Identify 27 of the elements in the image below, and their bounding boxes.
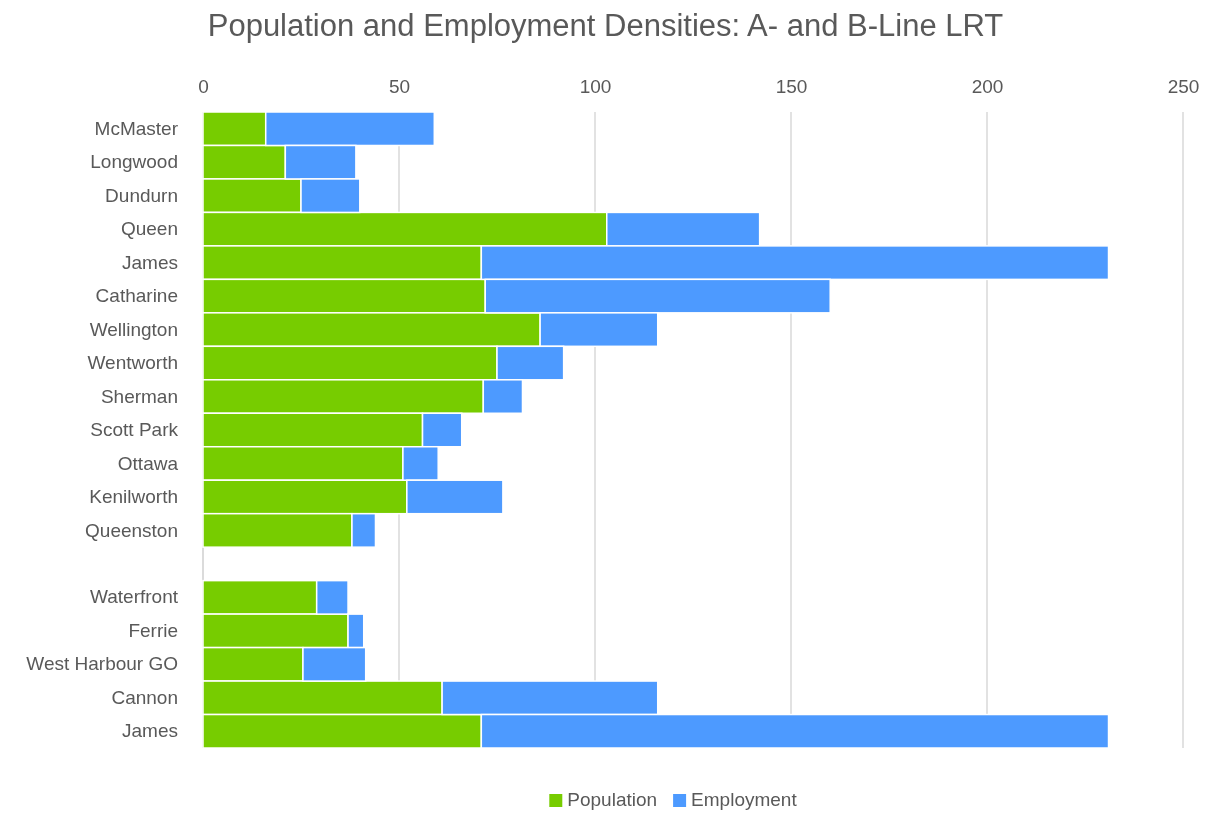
y-tick-label: Catharine	[95, 285, 178, 307]
y-tick-label: Queenston	[85, 519, 178, 541]
y-tick-label: James	[122, 720, 178, 742]
y-tick-label: McMaster	[94, 117, 179, 139]
y-tick-label: Ottawa	[117, 452, 179, 474]
y-tick-label: Dundurn	[105, 184, 178, 206]
y-tick-label: James	[122, 251, 178, 273]
y-tick-label: Kenilworth	[89, 486, 178, 508]
y-tick-label: West Harbour GO	[26, 653, 178, 675]
y-tick-label: Longwood	[90, 151, 178, 173]
x-tick-label: 0	[198, 76, 209, 97]
legend-label: Employment	[691, 789, 798, 810]
y-tick-label: Scott Park	[90, 419, 179, 441]
chart-title: Population and Employment Densities: A- and B-Line LRT	[207, 8, 1004, 43]
y-tick-label: Cannon	[111, 686, 178, 708]
x-tick-label: 250	[1167, 76, 1200, 97]
legend-label: Population	[567, 789, 658, 810]
x-tick-label: 100	[579, 76, 612, 97]
y-tick-label: Ferrie	[128, 619, 178, 641]
y-tick-label: Wentworth	[87, 352, 178, 374]
y-tick-label: Sherman	[100, 385, 178, 407]
x-tick-label: 150	[775, 76, 808, 97]
x-tick-label: 200	[971, 76, 1004, 97]
x-tick-label: 50	[388, 76, 411, 97]
y-tick-label: Queen	[120, 218, 178, 240]
y-tick-label: Wellington	[89, 318, 178, 340]
y-tick-label: Waterfront	[90, 586, 179, 608]
